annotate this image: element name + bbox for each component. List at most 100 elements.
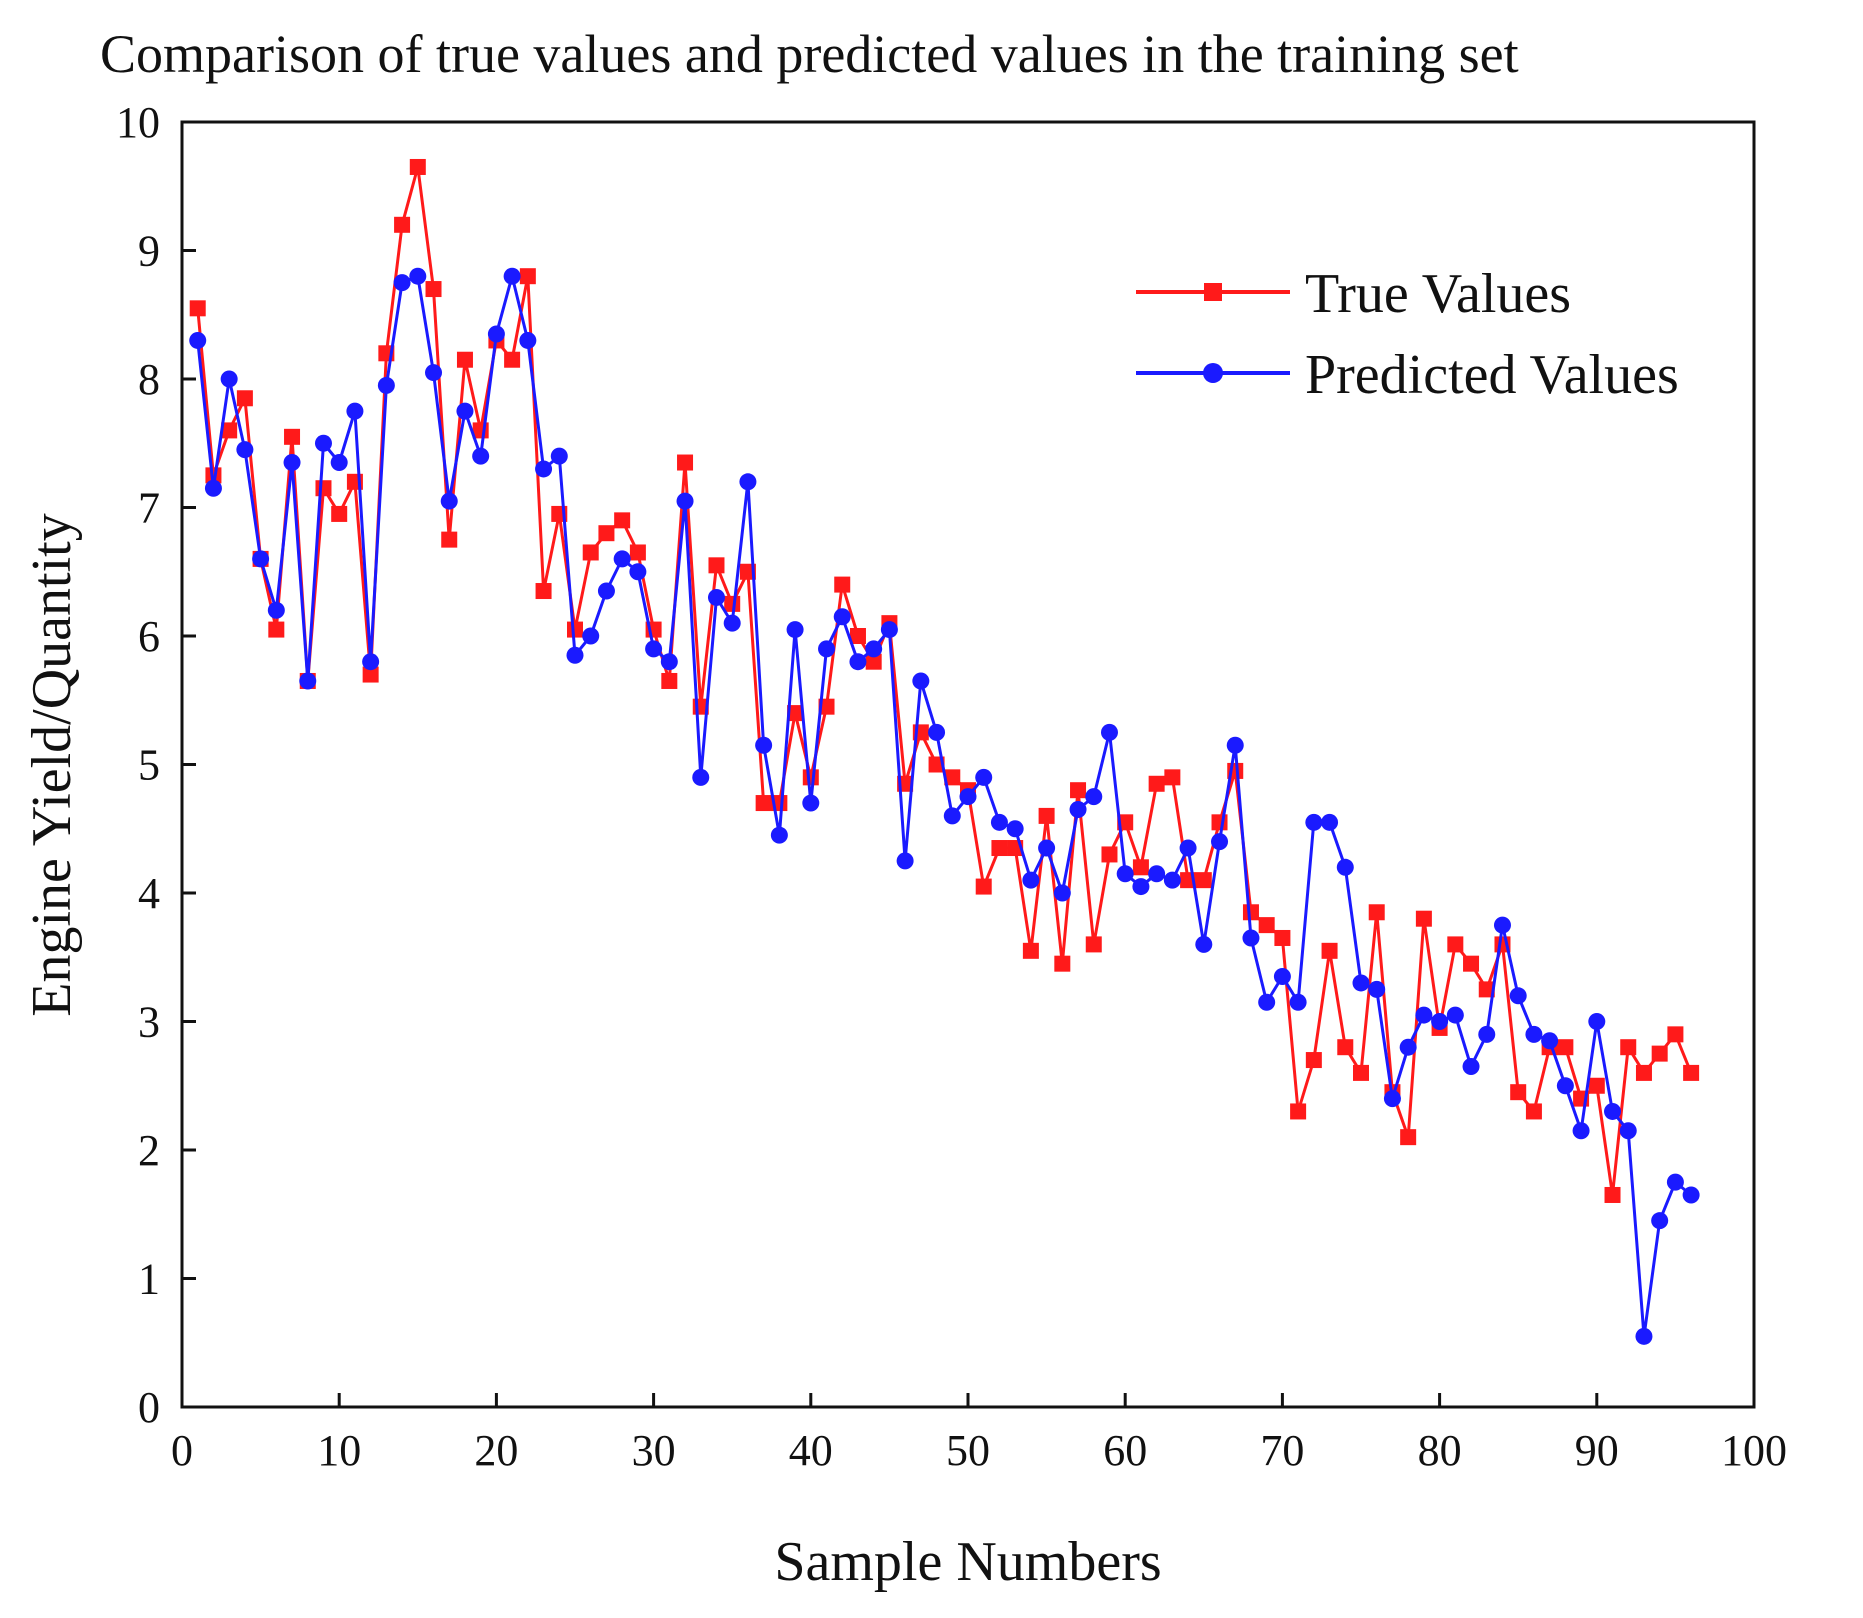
data-point-predicted-values [1053, 884, 1071, 902]
y-axis-label: Engine Yield/Quantity [21, 513, 83, 1016]
data-point-predicted-values [1116, 865, 1134, 883]
legend-item-predicted-values: Predicted Values [1136, 344, 1679, 406]
data-point-predicted-values [645, 640, 663, 658]
data-point-predicted-values [849, 653, 867, 671]
data-point-true-values [1164, 769, 1181, 786]
data-point-predicted-values [440, 492, 458, 510]
data-point-true-values [1510, 1084, 1527, 1101]
data-point-predicted-values [723, 614, 741, 632]
data-point-predicted-values [1305, 813, 1323, 831]
data-point-true-values [362, 666, 379, 683]
data-point-predicted-values [1368, 980, 1386, 998]
data-point-predicted-values [739, 473, 757, 491]
data-point-predicted-values [943, 807, 961, 825]
data-point-predicted-values [786, 621, 804, 639]
data-point-true-values [1132, 859, 1149, 876]
data-point-true-values [1085, 936, 1102, 953]
data-point-true-values [1415, 910, 1432, 927]
data-point-true-values [1274, 929, 1291, 946]
data-point-predicted-values [582, 627, 600, 645]
y-tick-label: 8 [138, 355, 160, 404]
y-tick-label: 10 [116, 98, 160, 147]
data-point-predicted-values [220, 370, 238, 388]
data-point-true-values [849, 628, 866, 644]
data-point-predicted-values [1273, 968, 1291, 986]
data-point-predicted-values [519, 331, 537, 349]
series-layer [189, 158, 1700, 1345]
data-point-predicted-values [1682, 1186, 1700, 1204]
series-line-predicted-values [196, 274, 1693, 1338]
data-point-predicted-values [896, 852, 914, 870]
data-point-true-values [629, 544, 646, 561]
legend-item-true-values: True Values [1136, 263, 1571, 325]
data-point-true-values [582, 544, 599, 561]
data-point-predicted-values [1022, 871, 1040, 889]
data-point-predicted-values [676, 492, 694, 510]
data-point-predicted-values [1588, 1013, 1606, 1030]
data-point-predicted-values [409, 267, 427, 285]
data-point-predicted-values [1132, 878, 1150, 896]
data-point-predicted-values [865, 640, 883, 658]
y-tick-label: 2 [138, 1126, 160, 1175]
y-tick-label: 4 [138, 869, 160, 918]
x-tick-label: 40 [789, 1426, 833, 1475]
data-point-predicted-values [550, 447, 568, 465]
data-point-true-values [1557, 1039, 1574, 1056]
data-point-predicted-values [880, 621, 898, 639]
data-point-true-values [708, 557, 725, 574]
data-point-true-values [865, 653, 882, 670]
data-point-true-values [189, 300, 206, 317]
data-point-true-values [1353, 1064, 1369, 1081]
data-point-predicted-values [928, 723, 946, 741]
y-tick-label: 1 [138, 1255, 160, 1304]
data-point-true-values [1635, 1064, 1652, 1081]
data-point-true-values [535, 583, 552, 600]
data-point-predicted-values [1211, 833, 1229, 851]
data-point-predicted-values [1336, 858, 1354, 876]
data-point-predicted-values [1242, 929, 1260, 947]
data-point-true-values [1054, 955, 1071, 972]
data-point-predicted-values [1038, 839, 1056, 857]
data-point-true-values [1038, 807, 1055, 824]
x-axis-ticks: 0 10 20 30 40 50 60 70 80 90 100 [171, 1393, 1787, 1475]
x-tick-label: 90 [1575, 1426, 1619, 1475]
data-point-true-values [802, 769, 819, 786]
data-point-true-values [1101, 846, 1118, 863]
x-tick-label: 30 [632, 1426, 676, 1475]
data-point-true-values [1022, 942, 1039, 959]
data-point-predicted-values [487, 325, 505, 343]
data-point-true-values [409, 158, 426, 175]
data-point-true-values [1290, 1103, 1307, 1120]
data-point-predicted-values [283, 454, 301, 472]
y-tick-label: 7 [138, 484, 160, 533]
data-point-predicted-values [1399, 1038, 1417, 1056]
data-point-predicted-values [692, 768, 710, 786]
data-point-true-values [1148, 775, 1165, 792]
data-point-true-values [598, 525, 615, 542]
data-point-true-values [1070, 782, 1087, 799]
data-point-predicted-values [314, 434, 332, 452]
data-point-true-values [1400, 1129, 1417, 1146]
data-point-predicted-values [1478, 1025, 1496, 1043]
data-point-predicted-values [1509, 987, 1527, 1005]
data-point-predicted-values [1006, 820, 1024, 838]
data-point-predicted-values [299, 672, 317, 690]
data-point-true-values [1211, 814, 1228, 831]
data-point-true-values [1242, 904, 1259, 921]
data-point-predicted-values [1462, 1057, 1480, 1075]
data-point-true-values [1337, 1039, 1354, 1056]
data-point-predicted-values [1572, 1122, 1590, 1140]
data-point-predicted-values [236, 441, 254, 459]
y-axis-ticks: 0 1 2 3 4 5 6 7 8 9 10 [116, 98, 196, 1432]
data-point-predicted-values [1163, 871, 1181, 889]
x-tick-label: 60 [1103, 1426, 1147, 1475]
data-point-predicted-values [503, 267, 521, 285]
data-point-predicted-values [613, 550, 631, 568]
data-point-true-values [456, 351, 473, 368]
legend-marker-true-values [1204, 283, 1222, 301]
data-point-predicted-values [425, 364, 443, 382]
data-point-predicted-values [1604, 1102, 1622, 1120]
x-tick-label: 70 [1260, 1426, 1304, 1475]
data-point-true-values [1683, 1064, 1700, 1081]
